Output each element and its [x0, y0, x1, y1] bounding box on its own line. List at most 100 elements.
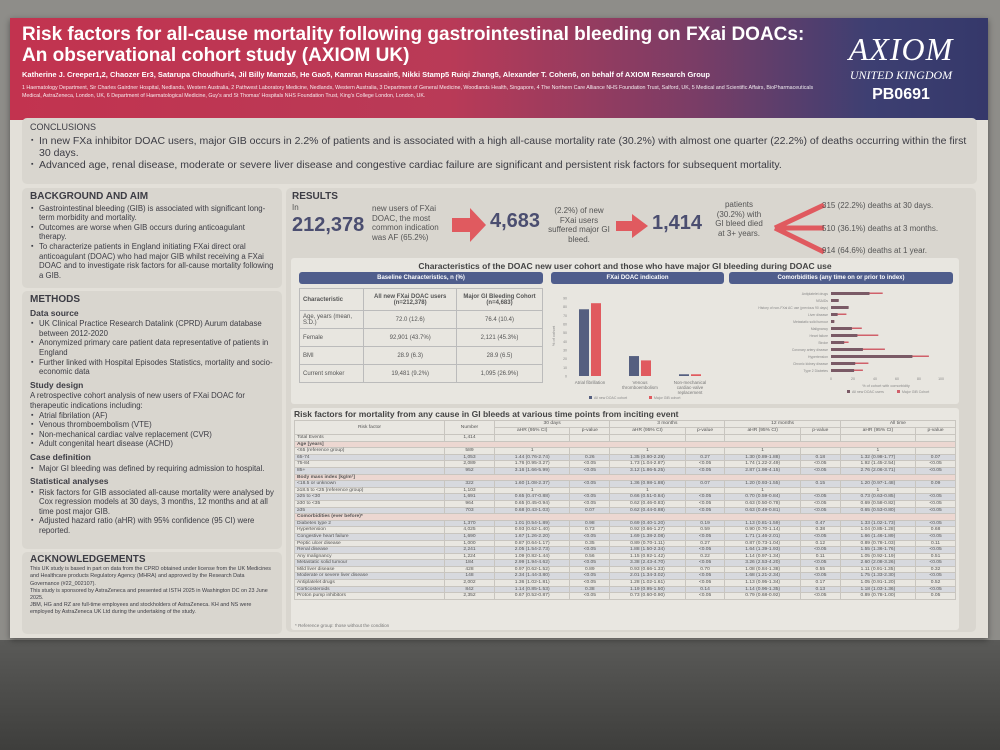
p-value-cell: 0.22 — [684, 552, 726, 561]
p-value-cell: <0.05 — [684, 466, 726, 475]
col-risk-factor: Risk factor — [294, 420, 445, 435]
ack-text: This UK study is based in part on data f… — [30, 566, 271, 587]
bar — [831, 299, 839, 302]
section-label: Age [years] — [294, 440, 956, 449]
ahr-cell: 0.93 (0.66-1.33) — [609, 565, 686, 574]
ahr-cell: 1.04 (0.85-1.28) — [839, 526, 917, 534]
table-row: Total Events 1,414 — [294, 434, 956, 442]
p-value-cell — [915, 434, 956, 442]
p-value-cell: 0.19 — [684, 519, 726, 528]
p-value-cell: 0.38 — [799, 526, 841, 534]
risk-factor-label: Antiplatelet drugs — [294, 579, 445, 587]
stat-new-users: 212,378 — [292, 214, 365, 236]
table-row: ≥18.5 to <25 (reference group) 1,103 1 1 1 1 — [294, 486, 956, 495]
p-value-cell: <0.05 — [684, 546, 726, 554]
ahr-cell: 1.14 (0.96-1.35) — [724, 585, 801, 594]
x-axis-label: % of cohort with comorbidity — [862, 384, 910, 388]
number-cell: 2,352 — [444, 592, 495, 600]
p-value-cell: <0.05 — [684, 493, 726, 501]
section-row: Age [years] — [294, 440, 956, 449]
legend-label: All new DOAC cohort — [594, 396, 627, 400]
number-cell: 1,053 — [444, 453, 495, 462]
ahr-cell: 0.79 (0.68-0.92) — [724, 592, 801, 600]
indication-chart: 0 10 20 30 40 50 60 70 80 90 % of cohort Atrial fib… — [551, 297, 706, 401]
col-p: p-value — [915, 427, 956, 435]
p-value-cell: 0.17 — [799, 579, 841, 587]
x-tick-label: replacement — [678, 390, 704, 395]
ahr-cell: 1.68 (1.21-2.34) — [724, 572, 801, 581]
number-cell: 964 — [444, 499, 495, 508]
y-tick-label: 40 — [563, 340, 567, 344]
p-value-cell: <0.05 — [799, 572, 841, 581]
ahr-cell: 0.90 (0.70-1.14) — [724, 526, 801, 534]
comorbidities-chart: Antiplatelet drugs NSAIDs History of non-F… — [758, 292, 944, 394]
y-axis-label: % of cohort — [551, 325, 556, 346]
bar — [831, 362, 856, 365]
p-value-cell: <0.05 — [569, 532, 611, 541]
stat-new-users-text: new users of FXai DOAC, the most common … — [372, 204, 439, 242]
authors: Katherine J. Creeper1,2, Chaozer Er3, Sa… — [22, 70, 710, 79]
ahr-cell: 0.66 (0.51-0.84) — [609, 493, 686, 501]
branch-arrows-icon — [773, 202, 826, 255]
ahr-cell: 1 — [493, 447, 571, 455]
bar — [579, 309, 589, 376]
y-tick-label: 10 — [563, 366, 567, 370]
risk-factor-label: Congestive heart failure — [294, 532, 445, 541]
legend-label: Major GIB Cohort — [902, 390, 929, 394]
y-tick-label: 80 — [563, 305, 567, 309]
method-item: Adult congenital heart disease (ACHD) — [30, 439, 274, 449]
p-value-cell: <0.05 — [684, 559, 726, 567]
p-value-cell: <0.05 — [799, 532, 841, 541]
p-value-cell — [915, 486, 956, 495]
ahr-cell: 1 — [609, 486, 686, 495]
number-cell: 1,690 — [444, 532, 495, 541]
ahr-cell: 0.89 (0.78-1.03) — [839, 539, 917, 548]
title-line-2: An observational cohort study (AXIOM UK) — [22, 45, 410, 66]
stat-gib-text: (2.2%) of new FXai users suffered major … — [548, 206, 610, 244]
p-value-cell: 0.68 — [915, 526, 956, 534]
risk-factor-label: ≥18.5 to <25 (reference group) — [294, 486, 445, 495]
p-value-cell: <0.05 — [569, 572, 611, 581]
p-value-cell: 0.26 — [569, 453, 611, 462]
p-value-cell: 0.98 — [569, 519, 611, 528]
ahr-cell: 1.20 (0.93-1.55) — [724, 480, 801, 488]
baseline-pill: Baseline Characteristics, n (%) — [299, 272, 543, 284]
background-item: To characterize patients in England init… — [30, 242, 274, 280]
results-heading: RESULTS — [292, 191, 338, 202]
table-row: ≥30 to <35 964 0.65 (0.45-0.94) <0.05 0.62 (… — [294, 499, 956, 508]
p-value-cell: 0.70 — [684, 565, 726, 574]
x-tick-label: 60 — [895, 377, 899, 381]
p-value-cell: 0.18 — [799, 453, 841, 462]
col-period: All time — [839, 420, 957, 428]
bar — [629, 356, 639, 376]
study-design-text: A retrospective cohort analysis of new u… — [30, 391, 245, 410]
baseline-row: BMI 28.9 (6.3) 28.9 (6.5) — [298, 346, 543, 365]
number-cell: 589 — [444, 447, 495, 455]
category-label: NSAIDs — [816, 299, 828, 303]
table-row: Moderate or severe liver disease 148 2.34 … — [294, 572, 956, 581]
x-tick-label: 80 — [917, 377, 921, 381]
ahr-cell: 0.93 (0.62-1.40) — [493, 526, 571, 534]
p-value-cell: 0.07 — [569, 506, 611, 515]
baseline-row: Female 92,901 (43.7%) 2,121 (45.3%) — [298, 328, 543, 347]
ahr-cell: 0.63 (0.50-0.78) — [724, 499, 801, 508]
p-value-cell: 0.52 — [915, 579, 956, 587]
ahr-cell — [839, 434, 917, 442]
table-row: Diabetes type 2 1,370 1.01 (0.54-1.89) 0.98… — [294, 519, 956, 528]
ahr-cell: 3.12 (1.86-5.25) — [609, 466, 686, 475]
bar — [831, 341, 845, 344]
ahr-cell: 1.44 (0.76-2.74) — [493, 453, 571, 462]
category-label: Stroke — [818, 341, 828, 345]
title-line-1: Risk factors for all-cause mortality fol… — [22, 24, 805, 45]
bar — [831, 313, 847, 315]
table-row: 65-74 1,053 1.44 (0.76-2.74) 0.26 1.35 (0.80… — [294, 453, 956, 462]
p-value-cell: <0.05 — [799, 592, 841, 600]
col-number: Number — [444, 420, 495, 435]
x-tick-label: 0 — [830, 377, 832, 381]
ahr-cell: 2.87 (1.98-4.15) — [724, 466, 801, 475]
baseline-header-row: Characteristic All new FXai DOAC users (n… — [298, 288, 543, 311]
number-cell: 148 — [444, 572, 495, 581]
risk-factor-label: Renal disease — [294, 546, 445, 554]
ahr-cell — [493, 434, 571, 442]
baseline-cell: 1,095 (26.9%) — [456, 364, 543, 383]
